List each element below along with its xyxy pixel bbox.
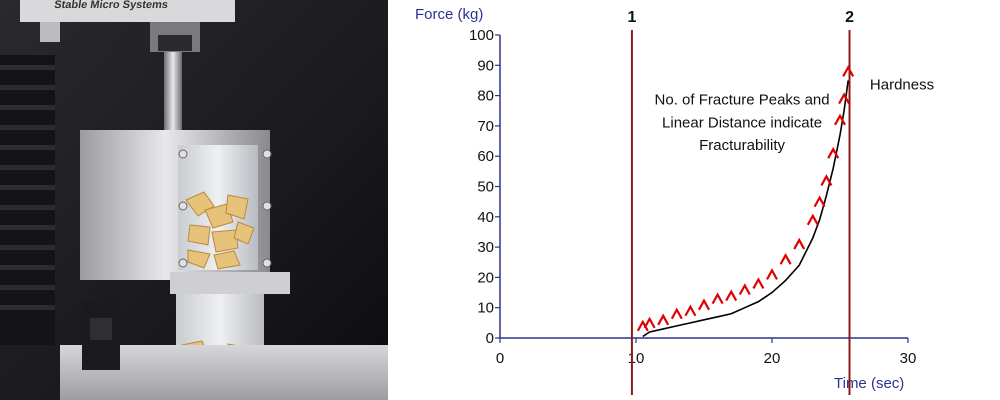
main-force-curve — [642, 80, 849, 338]
fracture-peak-point — [813, 195, 826, 208]
force-time-chart: Force (kg) Time (sec) 010203040506070809… — [415, 6, 934, 395]
plot-area: 0 10 20 30 40 50 60 70 80 90 100 0 10 20 30 1 2 No. of Fr… — [469, 9, 934, 395]
y-tick-label: 100 — [469, 27, 494, 44]
fracture-peak-point — [738, 283, 751, 296]
fracture-peak-point — [834, 113, 846, 126]
y-tick-label: 10 — [477, 300, 494, 317]
y-tick-label: 80 — [477, 88, 494, 105]
fracture-peak-point — [657, 313, 670, 326]
fracture-peak-point — [698, 298, 710, 311]
x-tick-label: 30 — [900, 350, 917, 367]
annotation-text: Fracturability — [699, 137, 785, 154]
fracture-peak-point — [684, 304, 697, 317]
y-axis-title: Force (kg) — [415, 6, 483, 23]
x-tick-label: 10 — [628, 350, 645, 367]
fracture-peak-point — [793, 237, 806, 250]
brand-text: Stable Micro Systems — [53, 0, 168, 11]
x-tick-label: 0 — [496, 350, 504, 367]
x-axis-title: Time (sec) — [834, 375, 904, 392]
y-tick-label: 50 — [477, 179, 494, 196]
fracture-peak-point — [725, 289, 738, 302]
fracture-peak-point — [636, 319, 649, 332]
marker-label-1: 1 — [627, 9, 636, 26]
texture-analyser-photo: Stable Micro Systems — [0, 0, 388, 400]
annotation-text: No. of Fracture Peaks and — [655, 92, 830, 109]
fracture-peak-point — [827, 146, 840, 159]
annotation-text: Linear Distance indicate — [662, 114, 822, 131]
fracture-peak-point — [670, 307, 683, 320]
y-tick-label: 0 — [486, 330, 494, 347]
fracture-peak-point — [711, 292, 724, 305]
marker-label-2: 2 — [845, 9, 854, 26]
fracture-peak-point — [766, 268, 778, 280]
fracture-peak-point — [752, 277, 765, 289]
y-tick-label: 40 — [477, 209, 494, 226]
y-tick-label: 30 — [477, 239, 494, 256]
annotation-text: Hardness — [870, 77, 934, 94]
y-tick-label: 90 — [477, 57, 494, 74]
x-tick-label: 20 — [764, 350, 781, 367]
fracture-peak-point — [643, 316, 656, 329]
y-tick-label: 70 — [477, 118, 494, 135]
fracture-peak-point — [779, 252, 792, 265]
y-tick-label: 60 — [477, 148, 494, 165]
y-tick-label: 20 — [477, 269, 494, 286]
fracture-peak-point — [842, 65, 855, 77]
fracture-peak-point — [838, 92, 851, 105]
fracture-peak-point — [820, 174, 833, 186]
fracture-peak-point — [806, 213, 819, 226]
